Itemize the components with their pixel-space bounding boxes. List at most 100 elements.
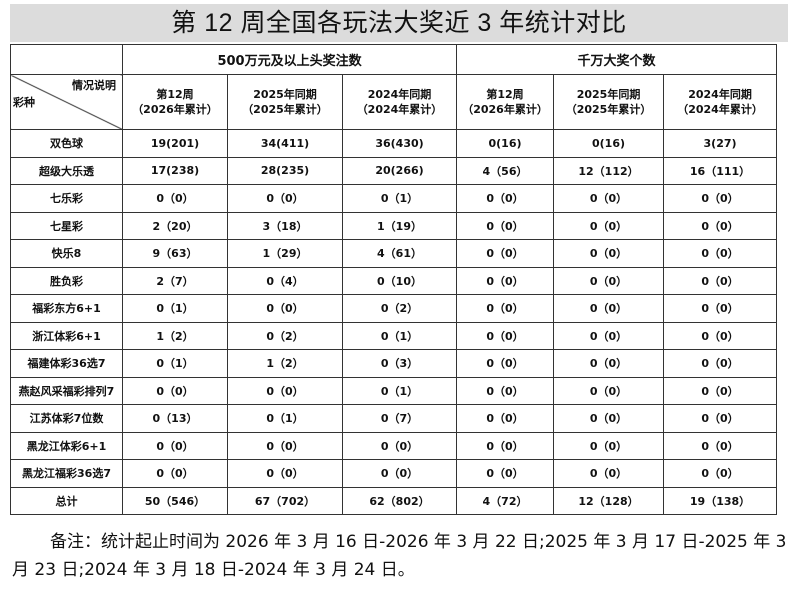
- table-cell: 3(27): [663, 129, 778, 158]
- column-header-period: 2025年同期: [576, 88, 641, 101]
- table-row: 黑龙江福彩36选7 0（0） 0（0） 0（0） 0（0） 0（0） 0（0）: [10, 459, 778, 488]
- table-row: 七星彩 2（20） 3（18） 1（19） 0（0） 0（0） 0（0）: [10, 211, 778, 240]
- table-cell: 0（0）: [553, 211, 665, 240]
- column-header-cumulative: （2026年累计）: [132, 103, 218, 116]
- table-cell: 0（0）: [456, 459, 555, 488]
- table-cell: 0（0）: [456, 294, 555, 323]
- lottery-name: 双色球: [10, 129, 123, 158]
- total-row: 总计 50（546） 67（702） 62（802） 4（72） 12（128） 19（13…: [10, 486, 778, 515]
- table-cell: 0（0）: [553, 459, 665, 488]
- table-cell: 0（0）: [553, 376, 665, 405]
- table-row: 福建体彩36选7 0（1） 1（2） 0（3） 0（0） 0（0） 0（0）: [10, 349, 778, 378]
- column-header-cumulative: （2024年累计）: [356, 103, 443, 116]
- column-header: 第12周 （2026年累计）: [456, 74, 555, 130]
- table-cell: 0（1）: [341, 184, 458, 213]
- table-cell: 0（0）: [122, 459, 228, 488]
- table-cell: 0（0）: [663, 266, 778, 295]
- table-row: 双色球 19(201) 34(411) 36(430) 0(16) 0(16) 3(27): [10, 129, 778, 158]
- table-cell: 1（2）: [122, 321, 228, 350]
- table-cell: 0（0）: [553, 349, 665, 378]
- group-header-jackpot-5m: 500万元及以上头奖注数: [121, 44, 458, 75]
- lottery-name: 快乐8: [10, 239, 123, 268]
- table-cell: 12（112）: [553, 156, 665, 185]
- column-header: 2024年同期 （2024年累计）: [663, 74, 778, 130]
- column-header-cumulative: （2025年累计）: [242, 103, 328, 116]
- group-header-jackpot-10m: 千万大奖个数: [456, 44, 778, 75]
- lottery-name: 黑龙江福彩36选7: [10, 459, 123, 488]
- table-row: 燕赵风采福彩排列7 0（0） 0（0） 0（1） 0（0） 0（0） 0（0）: [10, 376, 778, 405]
- lottery-name: 胜负彩: [10, 266, 123, 295]
- corner-label-bottom: 彩种: [13, 96, 35, 109]
- corner-blank: [10, 44, 123, 75]
- table-cell: 0（1）: [227, 404, 343, 433]
- table-cell: 0（7）: [341, 404, 458, 433]
- table-title: 第 12 周全国各玩法大奖近 3 年统计对比: [10, 4, 788, 42]
- table-cell: 0（0）: [553, 294, 665, 323]
- table-cell: 0（0）: [122, 376, 228, 405]
- lottery-name: 福彩东方6+1: [10, 294, 123, 323]
- table-cell: 0（0）: [553, 266, 665, 295]
- table-cell: 0（0）: [341, 459, 458, 488]
- table-cell: 0（13）: [122, 404, 228, 433]
- table-cell: 0（0）: [663, 211, 778, 240]
- column-header-cumulative: （2024年累计）: [677, 103, 763, 116]
- table-row: 七乐彩 0（0） 0（0） 0（1） 0（0） 0（0） 0（0）: [10, 184, 778, 213]
- lottery-name: 七乐彩: [10, 184, 123, 213]
- table-cell: 0（0）: [663, 459, 778, 488]
- table-cell: 0（0）: [456, 431, 555, 460]
- table-cell: 0（0）: [341, 431, 458, 460]
- table-cell: 34(411): [227, 129, 343, 158]
- table-cell: 0(16): [456, 129, 555, 158]
- table-cell: 62（802）: [341, 486, 458, 515]
- table-cell: 19（138）: [663, 486, 778, 515]
- table-cell: 0（0）: [663, 404, 778, 433]
- table-cell: 0（2）: [227, 321, 343, 350]
- table-cell: 20(266): [341, 156, 458, 185]
- table-cell: 3（18）: [227, 211, 343, 240]
- table-cell: 0（2）: [341, 294, 458, 323]
- corner-label-top: 情况说明: [72, 79, 116, 92]
- column-header-period: 2024年同期: [688, 88, 752, 101]
- table-cell: 0（0）: [663, 239, 778, 268]
- sub-header-row: 情况说明 彩种 第12周 （2026年累计） 2025年同期 （2025年累计） 202…: [10, 74, 778, 130]
- table-cell: 0（0）: [456, 211, 555, 240]
- table-cell: 50（546）: [122, 486, 228, 515]
- table-cell: 0（0）: [227, 184, 343, 213]
- table-cell: 4（56）: [456, 156, 555, 185]
- table-cell: 0（0）: [456, 404, 555, 433]
- table-cell: 0（1）: [341, 321, 458, 350]
- table-cell: 0（0）: [456, 239, 555, 268]
- table-cell: 28(235): [227, 156, 343, 185]
- column-header-period: 第12周: [486, 88, 524, 101]
- table-cell: 19(201): [122, 129, 228, 158]
- table-cell: 17(238): [122, 156, 228, 185]
- table-cell: 0（0）: [456, 349, 555, 378]
- table-cell: 12（128）: [553, 486, 665, 515]
- table-cell: 0（0）: [553, 404, 665, 433]
- table-cell: 0（0）: [663, 349, 778, 378]
- column-header-period: 第12周: [156, 88, 194, 101]
- column-header-cumulative: （2025年累计）: [565, 103, 652, 116]
- table-cell: 0（0）: [227, 376, 343, 405]
- lottery-name: 浙江体彩6+1: [10, 321, 123, 350]
- table-cell: 0（1）: [341, 376, 458, 405]
- table-cell: 2（20）: [122, 211, 228, 240]
- column-header: 第12周 （2026年累计）: [122, 74, 228, 130]
- prize-comparison-table: 500万元及以上头奖注数 千万大奖个数 情况说明 彩种 第12周 （2026年累计…: [10, 44, 778, 515]
- column-header: 2025年同期 （2025年累计）: [227, 74, 343, 130]
- table-cell: 1（29）: [227, 239, 343, 268]
- table-cell: 0（4）: [227, 266, 343, 295]
- table-cell: 0（0）: [456, 321, 555, 350]
- table-cell: 0（0）: [456, 266, 555, 295]
- table-row: 黑龙江体彩6+1 0（0） 0（0） 0（0） 0（0） 0（0） 0（0）: [10, 431, 778, 460]
- table-cell: 67（702）: [227, 486, 343, 515]
- table-cell: 0（1）: [122, 349, 228, 378]
- lottery-name: 七星彩: [10, 211, 123, 240]
- table-cell: 0（3）: [341, 349, 458, 378]
- footnote: 备注：统计起止时间为 2026 年 3 月 16 日-2026 年 3 月 22…: [12, 532, 787, 580]
- table-cell: 1（2）: [227, 349, 343, 378]
- table-cell: 0（0）: [456, 184, 555, 213]
- table-cell: 0（0）: [456, 376, 555, 405]
- table-row: 浙江体彩6+1 1（2） 0（2） 0（1） 0（0） 0（0） 0（0）: [10, 321, 778, 350]
- table-cell: 1（19）: [341, 211, 458, 240]
